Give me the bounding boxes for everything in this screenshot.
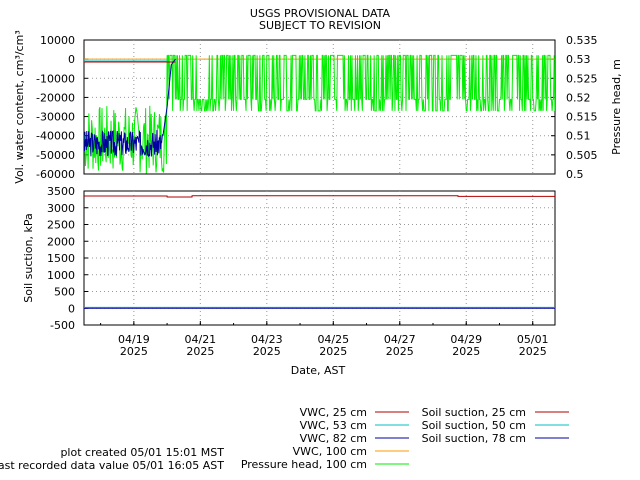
x-tick-label-date: 04/19 xyxy=(118,333,150,346)
bottom-y-tick-label: 3000 xyxy=(47,202,75,215)
x-tick-label-year: 2025 xyxy=(386,345,414,358)
bottom-y-tick-label: -500 xyxy=(50,319,75,332)
x-tick-label-year: 2025 xyxy=(452,345,480,358)
top-y2-tick-label: 0.505 xyxy=(566,149,598,162)
x-tick-label-date: 04/21 xyxy=(184,333,216,346)
bottom-y-axis-label: Soil suction, kPa xyxy=(22,213,35,302)
top-y-tick-label: -60000 xyxy=(36,168,75,181)
bottom-panel: 3500300025002000150010005000-50004/19202… xyxy=(22,185,556,358)
bottom-y-tick-label: 2500 xyxy=(47,219,75,232)
x-tick-label-date: 04/27 xyxy=(384,333,416,346)
top-y-tick-label: -10000 xyxy=(36,72,75,85)
x-tick-label-date: 05/01 xyxy=(517,333,549,346)
legend-label: Soil suction, 50 cm xyxy=(422,419,526,432)
top-y-tick-label: -40000 xyxy=(36,130,75,143)
top-y-tick-label: -50000 xyxy=(36,149,75,162)
legend-label: Pressure head, 100 cm xyxy=(241,458,367,471)
legend-label: Soil suction, 25 cm xyxy=(422,406,526,419)
series-line-vwc-82cm xyxy=(84,58,176,157)
chart-title-line1: USGS PROVISIONAL DATA xyxy=(250,7,391,20)
x-tick-label-date: 04/29 xyxy=(450,333,482,346)
top-y-axis-label: Vol. water content, cm³/cm³ xyxy=(13,30,26,183)
last-recorded-note: last recorded data value 05/01 16:05 AST xyxy=(0,459,224,472)
top-y2-tick-label: 0.535 xyxy=(566,34,598,47)
x-tick-label-date: 04/23 xyxy=(251,333,283,346)
legend-label: VWC, 53 cm xyxy=(300,419,367,432)
top-y-tick-label: 0 xyxy=(68,53,75,66)
legend-label: VWC, 100 cm xyxy=(293,445,367,458)
plot-created-note: plot created 05/01 15:01 MST xyxy=(60,446,224,459)
top-y2-axis-label: Pressure head, m xyxy=(610,59,623,155)
x-axis-label: Date, AST xyxy=(291,364,346,377)
legend-label: VWC, 25 cm xyxy=(300,406,367,419)
bottom-y-tick-label: 1500 xyxy=(47,252,75,265)
x-tick-label-year: 2025 xyxy=(120,345,148,358)
bottom-y-tick-label: 500 xyxy=(54,286,75,299)
top-y2-tick-label: 0.53 xyxy=(566,53,591,66)
top-y2-tick-label: 0.515 xyxy=(566,111,598,124)
bottom-series-group xyxy=(84,195,555,309)
x-tick-label-year: 2025 xyxy=(253,345,281,358)
bottom-y-tick-label: 0 xyxy=(68,302,75,315)
x-tick-label-year: 2025 xyxy=(186,345,214,358)
legend-label: VWC, 82 cm xyxy=(300,432,367,445)
series-line-pressure-head-100cm xyxy=(84,54,555,174)
top-y-tick-label: -30000 xyxy=(36,111,75,124)
chart-title-line2: SUBJECT TO REVISION xyxy=(259,19,381,32)
x-tick-label-year: 2025 xyxy=(319,345,347,358)
top-y2-tick-label: 0.525 xyxy=(566,72,598,85)
top-panel: 10000 0 -10000 -20000 -30000 -40000 -50000 -600… xyxy=(13,30,623,183)
legend-label: Soil suction, 78 cm xyxy=(422,432,526,445)
bottom-y-tick-label: 3500 xyxy=(47,185,75,198)
top-y-tick-label: 10000 xyxy=(40,34,75,47)
x-tick-label-date: 04/25 xyxy=(317,333,349,346)
top-y-tick-label: -20000 xyxy=(36,91,75,104)
top-series-group xyxy=(84,54,555,174)
series-line-soil-suction-25cm xyxy=(84,195,555,198)
x-tick-label-year: 2025 xyxy=(519,345,547,358)
top-y2-tick-label: 0.5 xyxy=(566,168,584,181)
top-y2-tick-label: 0.51 xyxy=(566,130,591,143)
bottom-y-tick-label: 1000 xyxy=(47,269,75,282)
bottom-y-tick-label: 2000 xyxy=(47,235,75,248)
top-y2-tick-label: 0.52 xyxy=(566,91,591,104)
